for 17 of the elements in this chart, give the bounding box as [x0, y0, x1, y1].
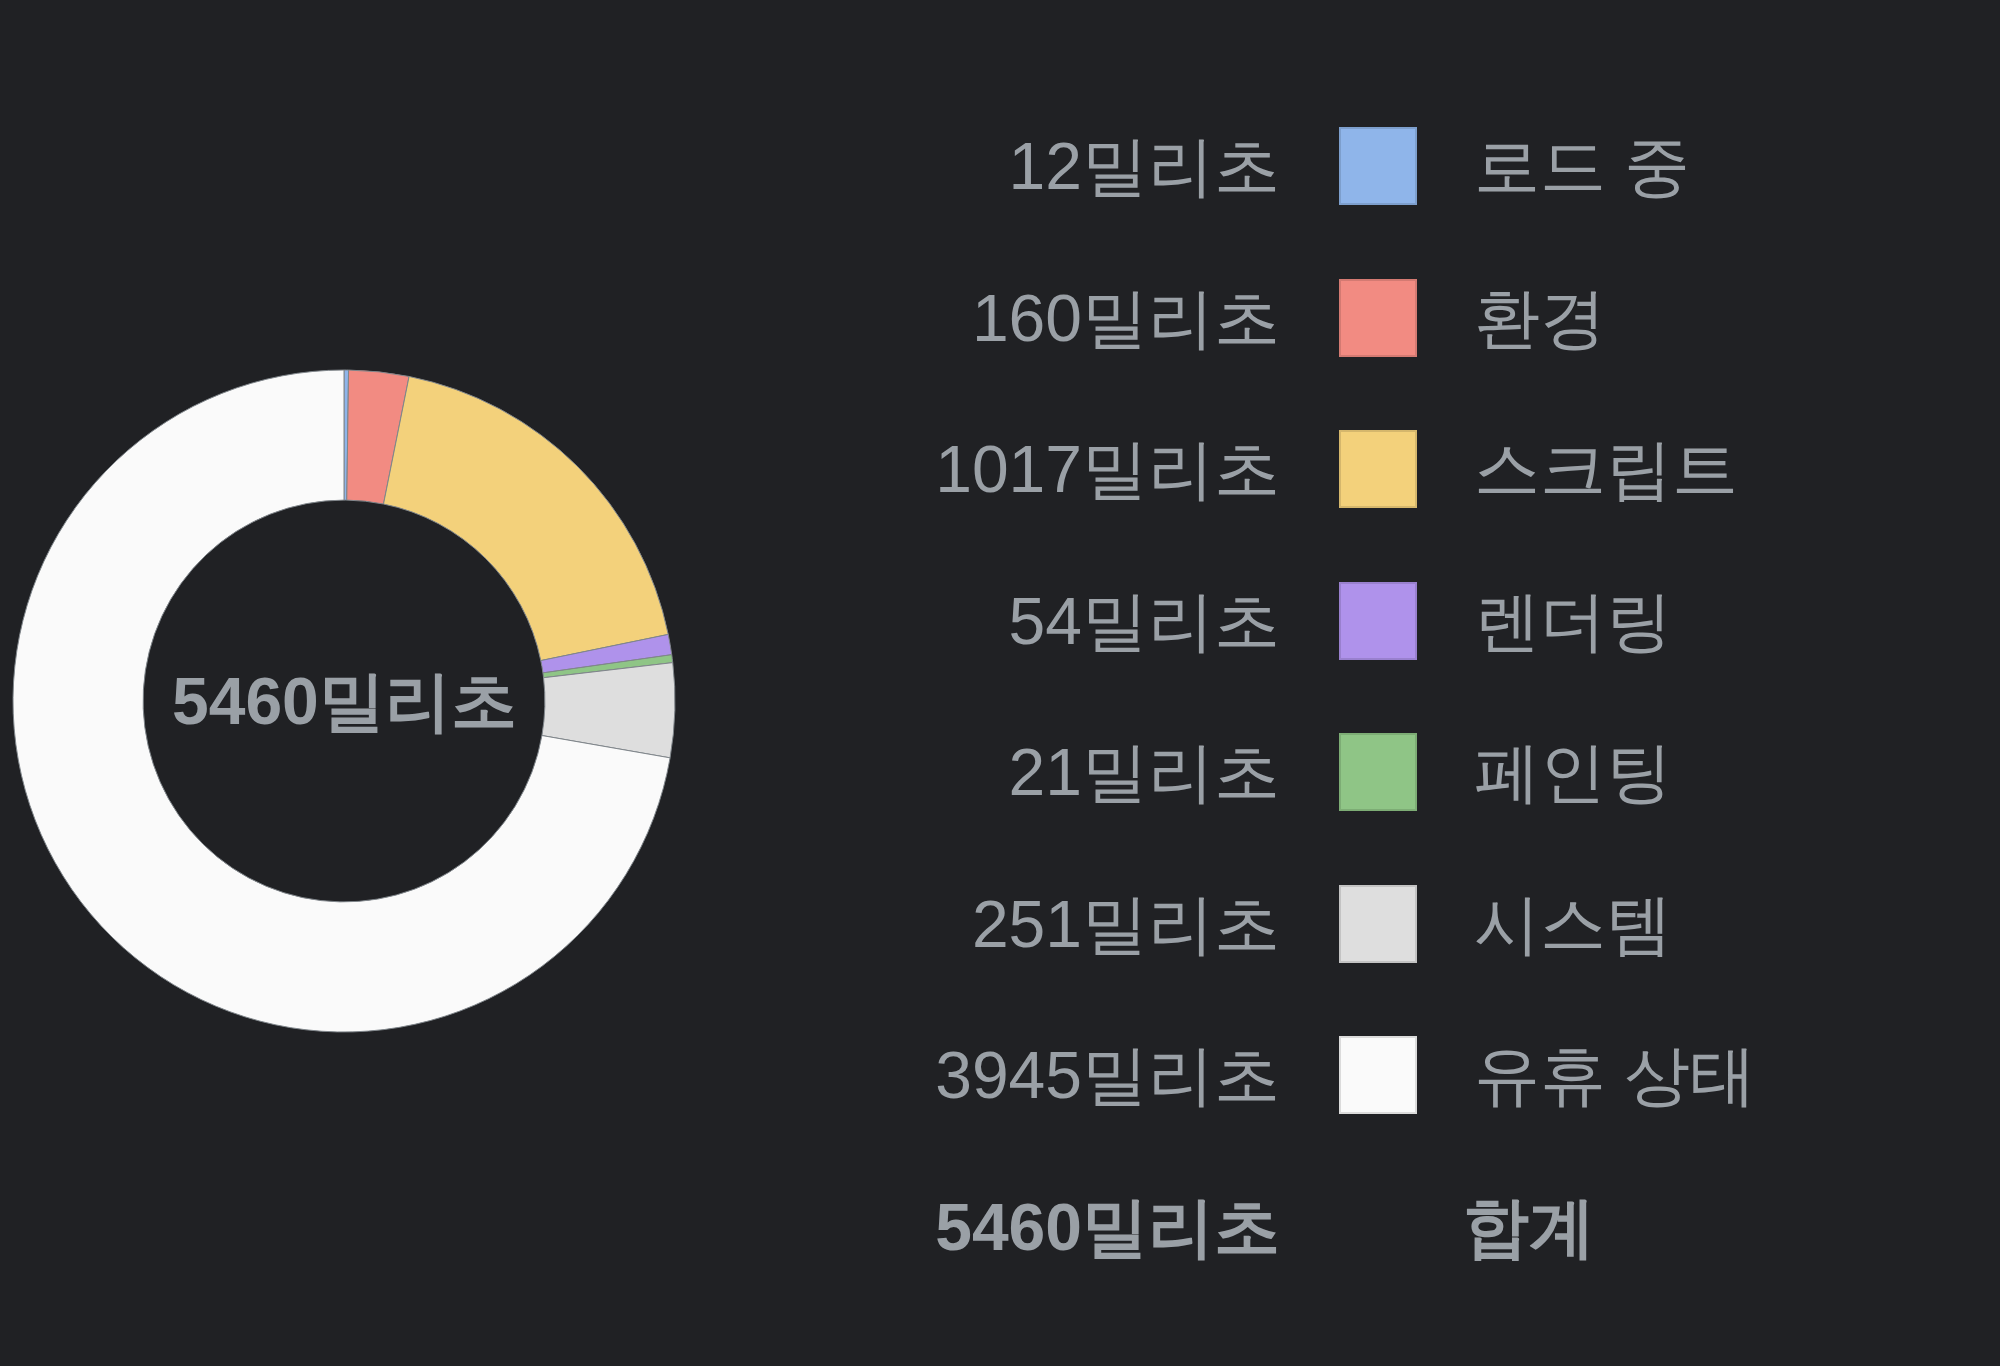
legend-label: 페인팅 — [1474, 735, 1672, 809]
data-label: 21밀리초 — [1008, 735, 1280, 809]
legend-label: 환경 — [1474, 280, 1606, 355]
legend-label: 유휴 상태 — [1474, 1038, 1757, 1112]
legend-label: 로드 중 — [1474, 129, 1691, 203]
data-label: 12밀리초 — [1008, 129, 1280, 203]
data-label: 3945밀리초 — [935, 1038, 1280, 1112]
data-label: 54밀리초 — [1008, 583, 1280, 658]
legend-label: 스크립트 — [1474, 432, 1738, 506]
data-label: 251밀리초 — [971, 886, 1280, 961]
text: 합계 — [1463, 1189, 1595, 1264]
text: 5460밀리초 — [172, 664, 517, 738]
data-label: 160밀리초 — [971, 280, 1280, 355]
data-label: 1017밀리초 — [935, 432, 1280, 506]
legend-label: 렌더링 — [1474, 583, 1672, 658]
legend-label: 시스템 — [1474, 886, 1672, 961]
text: 5460밀리초 — [935, 1189, 1280, 1264]
